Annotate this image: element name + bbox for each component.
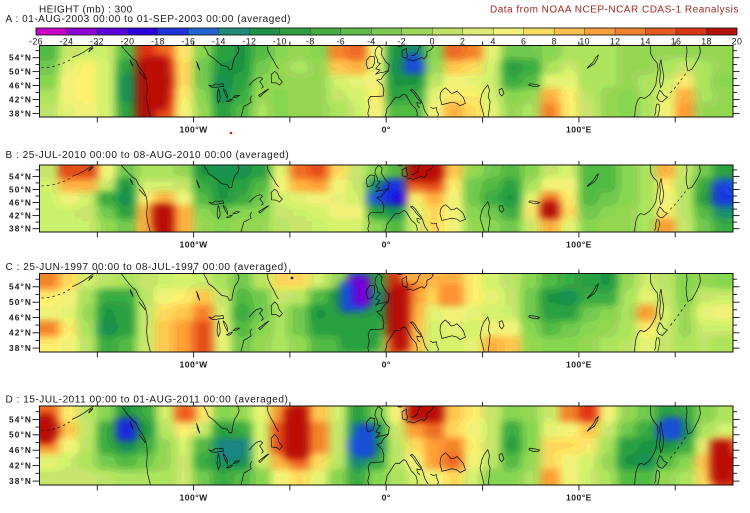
svg-text:100°E: 100°E: [566, 239, 592, 249]
svg-text:46°N: 46°N: [9, 445, 32, 455]
svg-text:38°N: 38°N: [9, 476, 32, 486]
svg-text:A : 01-AUG-2003 00:00 to 01-SE: A : 01-AUG-2003 00:00 to 01-SEP-2003 00:…: [6, 14, 291, 25]
svg-text:42°N: 42°N: [9, 94, 32, 104]
svg-text:-22: -22: [90, 37, 104, 47]
svg-text:42°N: 42°N: [9, 461, 32, 471]
svg-text:100°E: 100°E: [566, 492, 592, 502]
svg-text:100°W: 100°W: [180, 239, 209, 249]
svg-text:42°N: 42°N: [9, 328, 32, 338]
svg-text:100°E: 100°E: [566, 359, 592, 369]
svg-text:-2: -2: [397, 37, 406, 47]
svg-text:-14: -14: [212, 37, 226, 47]
svg-text:Data from NOAA NCEP-NCAR CDAS-: Data from NOAA NCEP-NCAR CDAS-1 Reanalys…: [490, 5, 739, 16]
svg-text:50°N: 50°N: [9, 430, 32, 440]
svg-text:-24: -24: [60, 37, 74, 47]
svg-text:100°W: 100°W: [180, 359, 209, 369]
svg-text:46°N: 46°N: [9, 197, 32, 207]
svg-text:0°: 0°: [382, 239, 391, 249]
svg-text:8: 8: [551, 37, 556, 47]
svg-text:2: 2: [460, 37, 465, 47]
svg-text:20: 20: [732, 37, 743, 47]
svg-text:50°N: 50°N: [9, 67, 32, 77]
svg-text:HEIGHT (mb) : 300: HEIGHT (mb) : 300: [39, 5, 133, 16]
svg-text:0°: 0°: [382, 124, 391, 134]
svg-text:0: 0: [430, 37, 435, 47]
svg-text:50°N: 50°N: [9, 184, 32, 194]
svg-text:0°: 0°: [382, 359, 391, 369]
svg-text:54°N: 54°N: [9, 282, 32, 292]
svg-text:C : 25-JUN-1997 00:00 to 08-JU: C : 25-JUN-1997 00:00 to 08-JUL-1997 00:…: [6, 262, 288, 273]
svg-text:46°N: 46°N: [9, 80, 32, 90]
svg-text:-18: -18: [151, 37, 165, 47]
svg-text:46°N: 46°N: [9, 312, 32, 322]
svg-text:4: 4: [491, 37, 496, 47]
svg-text:50°N: 50°N: [9, 297, 32, 307]
svg-text:16: 16: [671, 37, 682, 47]
svg-text:-12: -12: [242, 37, 256, 47]
svg-text:42°N: 42°N: [9, 211, 32, 221]
svg-text:100°E: 100°E: [566, 124, 592, 134]
svg-text:18: 18: [701, 37, 712, 47]
svg-text:0°: 0°: [382, 492, 391, 502]
svg-text:54°N: 54°N: [9, 414, 32, 424]
svg-text:-6: -6: [336, 37, 345, 47]
svg-text:100°W: 100°W: [180, 492, 209, 502]
svg-text:-20: -20: [120, 37, 134, 47]
svg-text:-26: -26: [29, 37, 43, 47]
svg-text:100°W: 100°W: [180, 124, 209, 134]
svg-text:38°N: 38°N: [9, 224, 32, 234]
svg-text:-4: -4: [367, 37, 376, 47]
svg-text:6: 6: [521, 37, 526, 47]
svg-text:54°N: 54°N: [9, 171, 32, 181]
svg-text:D : 15-JUL-2011 00:00 to 01-AU: D : 15-JUL-2011 00:00 to 01-AUG-2011 00:…: [6, 394, 289, 405]
svg-text:-10: -10: [273, 37, 287, 47]
svg-text:-8: -8: [306, 37, 315, 47]
svg-text:12: 12: [610, 37, 621, 47]
svg-text:14: 14: [640, 37, 651, 47]
svg-text:B : 25-JUL-2010 00:00 to 08-AU: B : 25-JUL-2010 00:00 to 08-AUG-2010 00:…: [6, 150, 290, 161]
svg-text:38°N: 38°N: [9, 343, 32, 353]
svg-text:38°N: 38°N: [9, 108, 32, 118]
svg-text:10: 10: [579, 37, 590, 47]
svg-text:54°N: 54°N: [9, 53, 32, 63]
svg-text:-16: -16: [181, 37, 195, 47]
